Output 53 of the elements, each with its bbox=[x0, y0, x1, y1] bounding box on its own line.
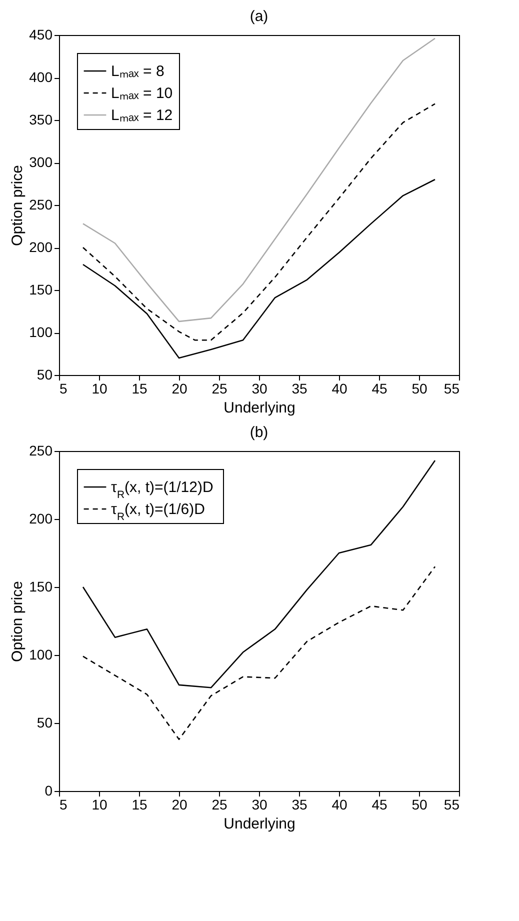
x-tick-label: 15 bbox=[132, 796, 148, 812]
line-series bbox=[82, 103, 436, 341]
x-tick-label: 20 bbox=[172, 796, 188, 812]
y-tick-label: 100 bbox=[29, 646, 53, 662]
x-tick-label: 55 bbox=[444, 796, 460, 812]
y-tick-label: 50 bbox=[36, 366, 53, 382]
y-tick-label: 200 bbox=[29, 239, 53, 255]
x-tick-label: 40 bbox=[332, 796, 348, 812]
chart-title: (b) bbox=[250, 424, 268, 441]
x-tick-label: 55 bbox=[444, 380, 460, 396]
x-axis-title: Underlying bbox=[224, 816, 296, 832]
x-tick-label: 45 bbox=[372, 380, 388, 396]
y-tick-label: 0 bbox=[44, 782, 53, 798]
y-axis-title: Option price bbox=[9, 165, 26, 246]
y-tick-label: 100 bbox=[29, 324, 53, 340]
y-tick-label: 400 bbox=[29, 69, 53, 85]
y-tick-label: 150 bbox=[29, 282, 53, 298]
y-tick-label: 350 bbox=[29, 112, 53, 128]
x-tick-label: 50 bbox=[412, 380, 428, 396]
x-axis-title: Underlying bbox=[224, 400, 296, 416]
line-series bbox=[82, 38, 436, 322]
y-tick-label: 250 bbox=[29, 442, 53, 458]
x-tick-label: 15 bbox=[132, 380, 148, 396]
line-series bbox=[82, 178, 436, 359]
x-tick-label: 10 bbox=[92, 380, 108, 396]
line-series bbox=[82, 460, 436, 688]
legend-label: Lₘₐₓ = 8 bbox=[111, 63, 164, 80]
x-tick-label: 35 bbox=[292, 796, 308, 812]
line-series bbox=[82, 566, 436, 740]
y-tick-label: 150 bbox=[29, 578, 53, 594]
legend-label: Lₘₐₓ = 12 bbox=[111, 107, 173, 124]
y-tick-label: 450 bbox=[29, 26, 53, 42]
x-tick-label: 10 bbox=[92, 796, 108, 812]
x-tick-label: 40 bbox=[332, 380, 348, 396]
y-tick-label: 50 bbox=[36, 714, 53, 730]
y-tick-label: 250 bbox=[29, 196, 53, 212]
x-tick-label: 25 bbox=[212, 796, 228, 812]
x-tick-label: 50 bbox=[412, 796, 428, 812]
x-tick-label: 5 bbox=[60, 796, 68, 812]
y-tick-label: 200 bbox=[29, 510, 53, 526]
x-tick-label: 45 bbox=[372, 796, 388, 812]
x-tick-label: 30 bbox=[252, 380, 268, 396]
x-tick-label: 30 bbox=[252, 796, 268, 812]
legend-label: Lₘₐₓ = 10 bbox=[111, 85, 173, 102]
y-axis-title: Option price bbox=[9, 581, 26, 662]
chart-title: (a) bbox=[250, 8, 268, 25]
x-tick-label: 25 bbox=[212, 380, 228, 396]
x-tick-label: 5 bbox=[60, 380, 68, 396]
legend-label: τ$_{R}$(x, t)=(1/6)D bbox=[111, 501, 206, 523]
legend-label: τ$_{R}$(x, t)=(1/12)D bbox=[111, 479, 214, 501]
x-tick-label: 35 bbox=[292, 380, 308, 396]
y-tick-label: 300 bbox=[29, 154, 53, 170]
x-tick-label: 20 bbox=[172, 380, 188, 396]
